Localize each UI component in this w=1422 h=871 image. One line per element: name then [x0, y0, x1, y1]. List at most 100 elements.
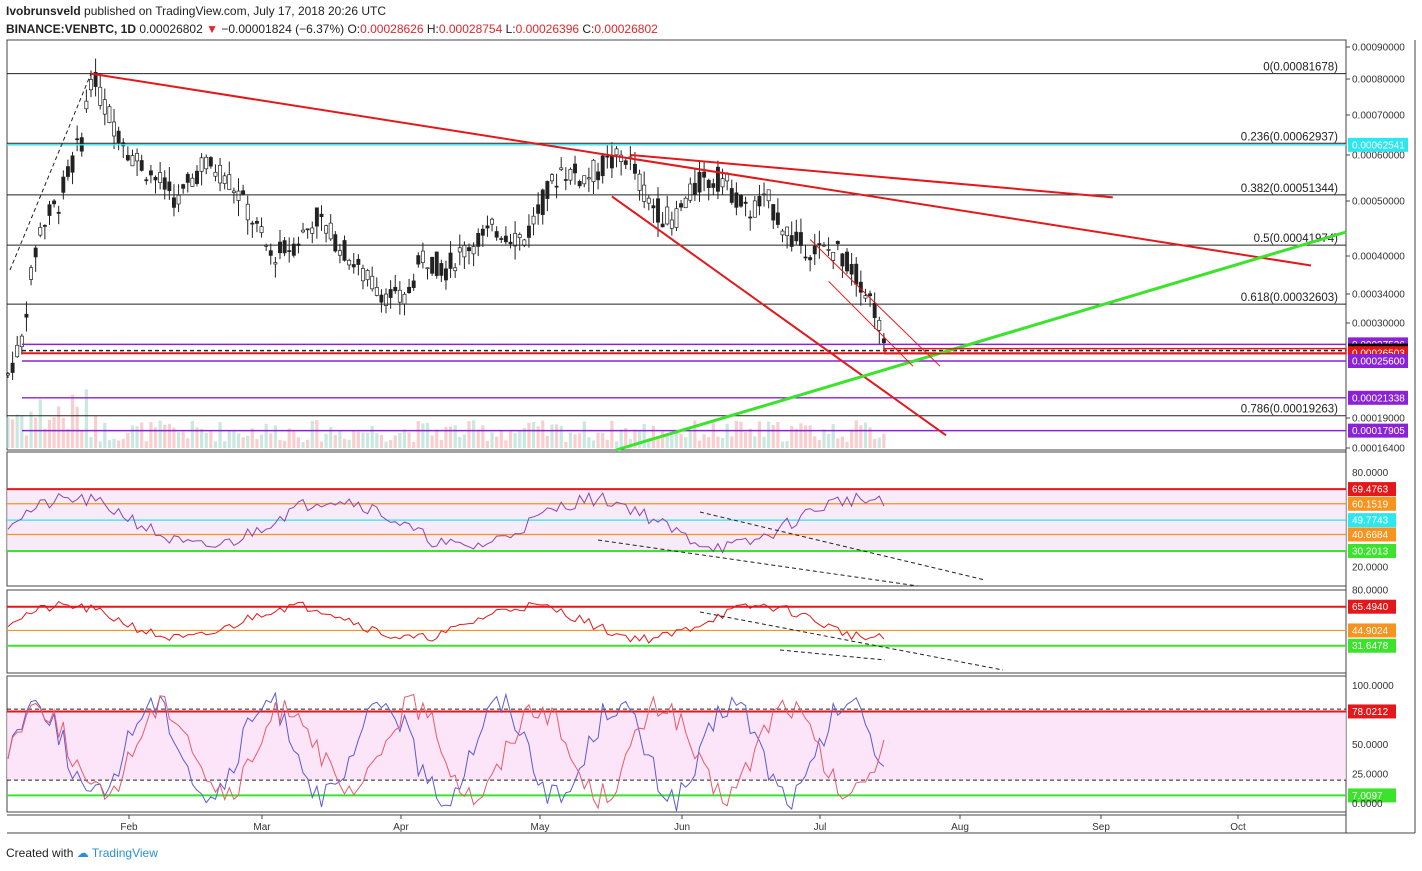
candle-body [752, 200, 757, 218]
volume-bar [246, 435, 250, 448]
candle-body [167, 181, 172, 192]
volume-bar [697, 440, 702, 448]
volume-bar [854, 420, 858, 448]
candle-body [563, 179, 568, 181]
volume-bar [730, 436, 734, 448]
candle-body [688, 183, 693, 201]
candle-body [499, 238, 504, 240]
tradingview-logo-icon[interactable]: ☁ [76, 846, 89, 860]
candle-body [633, 163, 637, 174]
candle-body [877, 319, 882, 331]
candle-body [798, 232, 803, 246]
candle-body [393, 286, 398, 292]
volume-bar [596, 432, 600, 448]
cci-level-label: 65.4940 [1352, 602, 1389, 613]
candle-body [536, 204, 541, 214]
price-tick-label: 0.00090000 [1352, 43, 1405, 54]
volume-bar [688, 431, 692, 448]
volume-bar [448, 426, 453, 448]
volume-bar [241, 437, 245, 448]
volume-bar [117, 440, 121, 448]
volume-bar [347, 439, 351, 448]
volume-bar [757, 421, 762, 448]
volume-bar [107, 440, 112, 448]
candle-body [646, 197, 651, 204]
fib-level-label: 0(0.00081678) [1263, 62, 1338, 74]
volume-bar [200, 428, 204, 448]
candle-body [24, 313, 29, 318]
volume-bar [725, 423, 729, 448]
volume-bar [601, 432, 605, 448]
volume-bar [149, 422, 153, 448]
volume-bar [301, 441, 305, 448]
price-change: −0.00001824 (−6.37%) [221, 22, 345, 36]
volume-bar [195, 427, 199, 448]
volume-bar [485, 441, 490, 448]
tradingview-link[interactable]: TradingView [91, 846, 158, 860]
volume-bar [375, 433, 379, 448]
price-badge-label: 0.00021338 [1352, 393, 1405, 404]
candle-body [351, 264, 356, 268]
volume-bar [707, 437, 711, 448]
candle-body [254, 220, 259, 224]
time-label-may: May [531, 822, 550, 833]
volume-bar [407, 432, 411, 448]
volume-bar [647, 438, 651, 448]
candle-body [231, 190, 236, 193]
volume-bar [716, 436, 720, 448]
open-label: O: [347, 22, 361, 36]
volume-bar [11, 419, 15, 448]
volume-bar [610, 420, 614, 448]
volume-bar [822, 429, 826, 448]
price-badge [1348, 423, 1408, 438]
volume-bar [633, 429, 637, 448]
candle-body [324, 225, 329, 234]
candle-body [734, 192, 739, 208]
volume-bar [840, 436, 845, 448]
candle-body [430, 256, 435, 274]
stoch-tick-label: 0.0000 [1352, 799, 1383, 810]
cci-tick-label: 80.0000 [1352, 586, 1389, 597]
cci-level-label: 31.6478 [1352, 641, 1389, 652]
candle-body [596, 171, 601, 181]
candle-body [361, 268, 365, 282]
candle-body [93, 71, 98, 87]
volume-bar [462, 434, 466, 448]
support-zone-box [884, 347, 1347, 355]
volume-bar [209, 431, 213, 448]
volume-bar [292, 431, 296, 448]
candle-body [185, 173, 190, 183]
volume-bar [163, 424, 167, 448]
candle-body [785, 226, 790, 237]
candle-body [310, 227, 315, 234]
volume-bar [674, 430, 679, 448]
candle-body [314, 207, 319, 227]
candle-body [683, 197, 688, 209]
author-name[interactable]: Ivobrunsveld [6, 4, 81, 18]
volume-bar [794, 428, 798, 448]
volume-bar [845, 441, 849, 448]
volume-bar [642, 423, 646, 448]
volume-bar [379, 434, 384, 448]
candle-body [863, 295, 868, 299]
volume-bar [172, 427, 176, 448]
stoch-tick-label: 50.0000 [1352, 740, 1389, 751]
candle-body [139, 160, 144, 171]
volume-bar [605, 439, 609, 448]
candle-body [485, 225, 490, 229]
volume-bar [38, 399, 42, 448]
volume-bar [232, 431, 236, 448]
candle-body [199, 157, 204, 172]
volume-bar [813, 436, 817, 448]
candle-body [702, 171, 707, 178]
candle-body [573, 163, 577, 174]
rsi-tick-label: 80.0000 [1352, 468, 1389, 479]
price-tick-label: 0.00080000 [1352, 75, 1405, 86]
rsi-level-label: 60.1519 [1352, 499, 1389, 510]
candle-body [467, 247, 471, 252]
volume-bar [808, 425, 812, 448]
volume-bar [176, 432, 181, 448]
divergence-line [779, 649, 886, 661]
volume-bar [665, 435, 669, 448]
